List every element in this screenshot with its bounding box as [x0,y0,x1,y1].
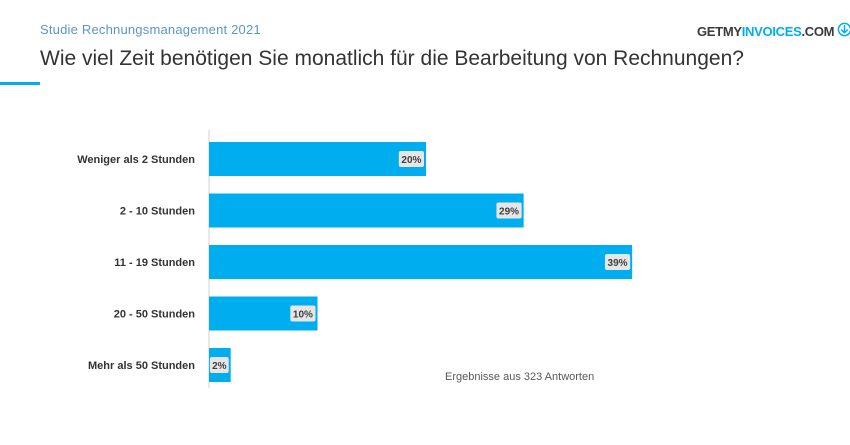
bar-0 [209,142,426,176]
value-label: 20% [401,155,421,166]
page-title: Wie viel Zeit benötigen Sie monatlich fü… [40,47,744,70]
bar-1 [209,193,524,228]
category-label: 11 - 19 Stunden [114,257,195,269]
logo-text-dark: GETMY [697,23,742,39]
accent-divider [0,82,40,85]
category-label: 2 - 10 Stunden [120,206,195,218]
value-label-box [209,357,229,373]
brand-logo: GETMY INVOICES .COM [697,22,850,40]
value-label: 10% [293,310,313,321]
value-label: 29% [499,207,519,218]
value-label: 2% [212,361,227,372]
category-label: 20 - 50 Stunden [114,309,196,321]
logo-text-light: INVOICES [741,23,802,39]
value-label-box [398,151,424,167]
bar-2 [209,245,633,279]
responses-note: Ergebnisse aus 323 Antworten [445,371,595,383]
logo-text-suffix: .COM [801,23,835,39]
category-label: Weniger als 2 Stunden [77,154,195,166]
study-subtitle: Studie Rechnungsmanagement 2021 [40,22,261,37]
value-label: 39% [608,258,628,269]
value-label-box [496,202,522,219]
download-circle-icon [837,22,850,40]
category-label: Mehr als 50 Stunden [88,360,195,372]
value-label-box [290,305,316,322]
value-label-box [604,254,631,270]
